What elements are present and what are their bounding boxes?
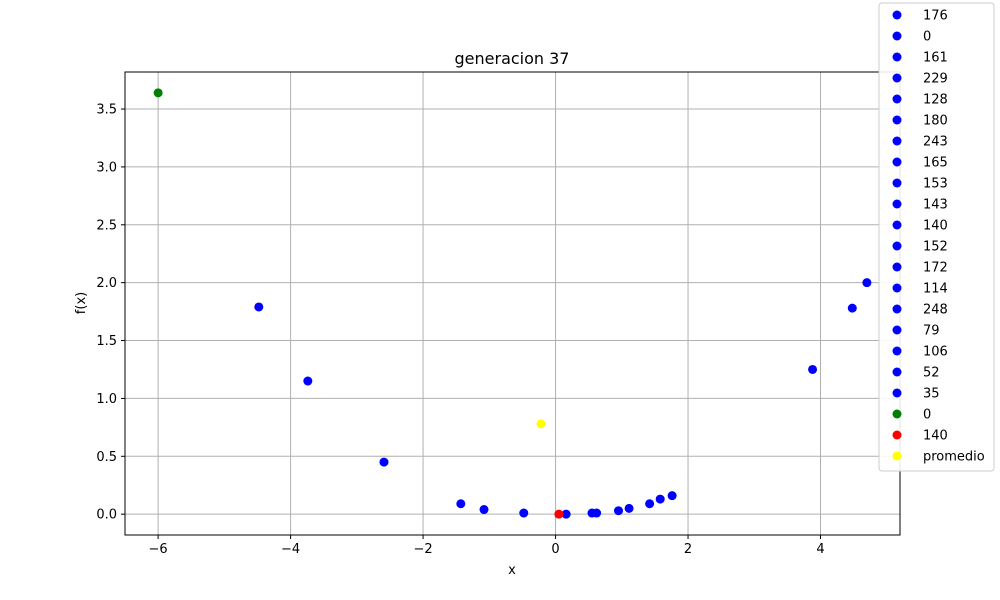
x-tick-label: −6	[149, 542, 168, 557]
legend-entry: 140	[923, 219, 948, 234]
y-tick-label: 2.0	[96, 276, 117, 291]
data-point-blue	[254, 302, 264, 312]
legend-marker	[892, 52, 902, 62]
legend-marker	[892, 220, 902, 230]
data-point-green	[153, 88, 163, 98]
data-point-blue	[613, 506, 623, 516]
y-tick-label: 0.0	[96, 508, 117, 523]
legend-marker	[892, 178, 902, 188]
legend-marker	[892, 262, 902, 272]
x-tick-label: 0	[551, 542, 559, 557]
y-tick-label: 2.5	[96, 218, 117, 233]
data-point-blue	[808, 364, 818, 374]
data-point-blue	[655, 494, 665, 504]
data-point-blue	[862, 278, 872, 288]
y-tick-label: 1.5	[96, 334, 117, 349]
legend-marker	[892, 157, 902, 167]
legend-marker	[892, 199, 902, 209]
legend-entry: 153	[923, 177, 948, 192]
x-tick-label: −2	[413, 542, 432, 557]
legend-marker	[892, 304, 902, 314]
data-point-blue	[519, 508, 529, 518]
legend-entry: 106	[923, 345, 948, 360]
legend-entry: 161	[923, 51, 948, 66]
data-point-red	[554, 509, 564, 519]
y-axis-title: f(x)	[74, 292, 89, 314]
legend-entry: 176	[923, 9, 948, 24]
legend-entry: 52	[923, 366, 940, 381]
data-point-blue	[592, 508, 602, 518]
legend-marker	[892, 451, 902, 461]
legend-marker	[892, 346, 902, 356]
data-point-blue	[561, 509, 571, 519]
legend-entry: 229	[923, 72, 948, 87]
legend-entry: 35	[923, 387, 940, 402]
legend-entry: 143	[923, 198, 948, 213]
chart-title: generacion 37	[455, 49, 570, 68]
legend-marker	[892, 10, 902, 20]
plot-area	[124, 71, 901, 536]
legend-entry: 140	[923, 429, 948, 444]
data-points	[153, 88, 872, 519]
legend: 176 0 161 229 128 180 243 165 153 143 140 152 172 114…	[878, 2, 995, 472]
data-point-yellow	[536, 419, 546, 429]
legend-entry: promedio	[923, 450, 985, 465]
legend-entry: 165	[923, 156, 948, 171]
legend-entry: 243	[923, 135, 948, 150]
legend-marker	[892, 388, 902, 398]
legend-marker	[892, 283, 902, 293]
data-point-blue	[667, 491, 677, 501]
y-tick-label: 3.0	[96, 160, 117, 175]
legend-marker	[892, 115, 902, 125]
legend-entry: 248	[923, 303, 948, 318]
data-point-blue	[379, 457, 389, 467]
legend-marker	[892, 94, 902, 104]
legend-entry: 79	[923, 324, 940, 339]
data-point-blue	[479, 505, 489, 515]
legend-marker	[892, 325, 902, 335]
legend-entry: 180	[923, 114, 948, 129]
legend-entry: 128	[923, 93, 948, 108]
legend-box	[878, 2, 995, 472]
legend-marker	[892, 241, 902, 251]
grid	[125, 72, 900, 535]
legend-marker	[892, 430, 902, 440]
axis-ticks: −6 −4 −2 0 2 4 0.0 0.5 1.0 1.5 2.0 2.5 3.0 3.5	[96, 103, 824, 557]
legend-marker	[892, 31, 902, 41]
legend-entry: 172	[923, 261, 948, 276]
x-tick-label: 2	[684, 542, 692, 557]
y-tick-label: 0.5	[96, 450, 117, 465]
data-point-blue	[645, 499, 655, 509]
legend-marker	[892, 73, 902, 83]
y-tick-label: 3.5	[96, 103, 117, 118]
data-point-blue	[303, 376, 313, 386]
x-tick-label: −4	[281, 542, 300, 557]
legend-entry: 152	[923, 240, 948, 255]
legend-entry: 0	[923, 30, 931, 45]
legend-entry: 0	[923, 408, 931, 423]
data-point-blue	[624, 503, 634, 513]
data-point-blue	[456, 499, 466, 509]
legend-marker	[892, 367, 902, 377]
x-axis-title: x	[508, 563, 516, 578]
legend-marker	[892, 136, 902, 146]
y-tick-label: 1.0	[96, 392, 117, 407]
legend-entry: 114	[923, 282, 948, 297]
legend-marker	[892, 409, 902, 419]
x-tick-label: 4	[816, 542, 824, 557]
data-point-blue	[847, 303, 857, 313]
